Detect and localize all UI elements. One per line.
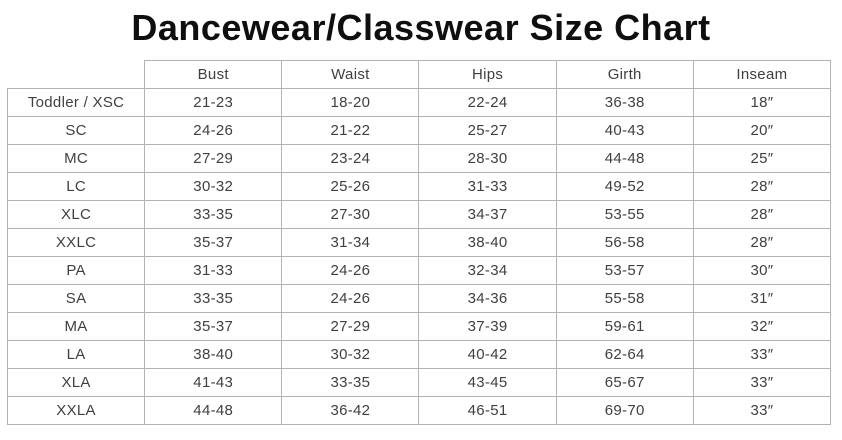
measurement-cell: 53-57 bbox=[555, 256, 694, 285]
size-label-cell: PA bbox=[6, 256, 146, 285]
size-table-body: Toddler / XSC 21-23 18-20 22-24 36-38 18″ SC 24… bbox=[6, 88, 832, 425]
column-header-hips: Hips bbox=[418, 60, 557, 89]
table-row: LA 38-40 30-32 40-42 62-64 33″ bbox=[6, 340, 832, 369]
measurement-cell: 30″ bbox=[692, 256, 832, 285]
measurement-cell: 23-24 bbox=[281, 144, 420, 173]
measurement-cell: 37-39 bbox=[418, 312, 557, 341]
size-label-cell: XLA bbox=[6, 368, 146, 397]
measurement-cell: 41-43 bbox=[144, 368, 283, 397]
corner-cell bbox=[7, 60, 146, 89]
measurement-cell: 18″ bbox=[692, 88, 832, 117]
measurement-cell: 31-33 bbox=[418, 172, 557, 201]
measurement-cell: 33-35 bbox=[144, 200, 283, 229]
column-header-girth: Girth bbox=[555, 60, 694, 89]
measurement-cell: 33″ bbox=[692, 340, 832, 369]
measurement-cell: 34-37 bbox=[418, 200, 557, 229]
page-title: Dancewear/Classwear Size Chart bbox=[131, 7, 711, 48]
measurement-cell: 44-48 bbox=[144, 396, 283, 425]
measurement-cell: 33″ bbox=[692, 368, 832, 397]
measurement-cell: 40-43 bbox=[555, 116, 694, 145]
column-header-inseam: Inseam bbox=[692, 60, 832, 89]
size-label-cell: MA bbox=[6, 312, 146, 341]
measurement-cell: 44-48 bbox=[555, 144, 694, 173]
table-row: MA 35-37 27-29 37-39 59-61 32″ bbox=[6, 312, 832, 341]
size-label-cell: MC bbox=[6, 144, 146, 173]
measurement-cell: 32″ bbox=[692, 312, 832, 341]
measurement-cell: 34-36 bbox=[418, 284, 557, 313]
size-label-cell: LC bbox=[6, 172, 146, 201]
measurement-cell: 27-30 bbox=[281, 200, 420, 229]
measurement-cell: 59-61 bbox=[555, 312, 694, 341]
measurement-cell: 31-33 bbox=[144, 256, 283, 285]
table-row: MC 27-29 23-24 28-30 44-48 25″ bbox=[6, 144, 832, 173]
measurement-cell: 36-42 bbox=[281, 396, 420, 425]
measurement-cell: 22-24 bbox=[418, 88, 557, 117]
measurement-cell: 21-23 bbox=[144, 88, 283, 117]
measurement-cell: 28″ bbox=[692, 172, 832, 201]
size-chart-table: Bust Waist Hips Girth Inseam Toddler / X… bbox=[6, 60, 832, 425]
table-row: Toddler / XSC 21-23 18-20 22-24 36-38 18″ bbox=[6, 88, 832, 117]
measurement-cell: 25-26 bbox=[281, 172, 420, 201]
size-label-cell: SA bbox=[6, 284, 146, 313]
table-row: XXLC 35-37 31-34 38-40 56-58 28″ bbox=[6, 228, 832, 257]
size-label-cell: Toddler / XSC bbox=[6, 88, 146, 117]
measurement-cell: 30-32 bbox=[144, 172, 283, 201]
measurement-cell: 28″ bbox=[692, 228, 832, 257]
measurement-cell: 62-64 bbox=[555, 340, 694, 369]
measurement-cell: 32-34 bbox=[418, 256, 557, 285]
measurement-cell: 49-52 bbox=[555, 172, 694, 201]
measurement-cell: 24-26 bbox=[144, 116, 283, 145]
measurement-cell: 35-37 bbox=[144, 312, 283, 341]
table-row: LC 30-32 25-26 31-33 49-52 28″ bbox=[6, 172, 832, 201]
measurement-cell: 35-37 bbox=[144, 228, 283, 257]
measurement-cell: 33-35 bbox=[144, 284, 283, 313]
measurement-cell: 55-58 bbox=[555, 284, 694, 313]
measurement-cell: 69-70 bbox=[555, 396, 694, 425]
measurement-cell: 33-35 bbox=[281, 368, 420, 397]
measurement-cell: 53-55 bbox=[555, 200, 694, 229]
measurement-cell: 43-45 bbox=[418, 368, 557, 397]
measurement-cell: 38-40 bbox=[144, 340, 283, 369]
measurement-cell: 46-51 bbox=[418, 396, 557, 425]
measurement-cell: 27-29 bbox=[281, 312, 420, 341]
measurement-cell: 21-22 bbox=[281, 116, 420, 145]
table-row: XXLA 44-48 36-42 46-51 69-70 33″ bbox=[6, 396, 832, 425]
measurement-cell: 31-34 bbox=[281, 228, 420, 257]
size-label-cell: LA bbox=[6, 340, 146, 369]
measurement-cell: 27-29 bbox=[144, 144, 283, 173]
measurement-cell: 25-27 bbox=[418, 116, 557, 145]
measurement-cell: 36-38 bbox=[555, 88, 694, 117]
measurement-cell: 28-30 bbox=[418, 144, 557, 173]
size-label-cell: XXLA bbox=[6, 396, 146, 425]
measurement-cell: 18-20 bbox=[281, 88, 420, 117]
measurement-cell: 25″ bbox=[692, 144, 832, 173]
measurement-cell: 31″ bbox=[692, 284, 832, 313]
measurement-cell: 38-40 bbox=[418, 228, 557, 257]
table-row: SC 24-26 21-22 25-27 40-43 20″ bbox=[6, 116, 832, 145]
measurement-cell: 65-67 bbox=[555, 368, 694, 397]
measurement-cell: 24-26 bbox=[281, 284, 420, 313]
table-row: PA 31-33 24-26 32-34 53-57 30″ bbox=[6, 256, 832, 285]
table-row: XLA 41-43 33-35 43-45 65-67 33″ bbox=[6, 368, 832, 397]
measurement-cell: 24-26 bbox=[281, 256, 420, 285]
table-row: XLC 33-35 27-30 34-37 53-55 28″ bbox=[6, 200, 832, 229]
size-label-cell: XXLC bbox=[6, 228, 146, 257]
table-row: SA 33-35 24-26 34-36 55-58 31″ bbox=[6, 284, 832, 313]
measurement-cell: 33″ bbox=[692, 396, 832, 425]
column-header-bust: Bust bbox=[144, 60, 283, 89]
measurement-cell: 40-42 bbox=[418, 340, 557, 369]
measurement-cell: 20″ bbox=[692, 116, 832, 145]
size-chart-header: Bust Waist Hips Girth Inseam bbox=[7, 60, 832, 89]
measurement-cell: 28″ bbox=[692, 200, 832, 229]
size-label-cell: XLC bbox=[6, 200, 146, 229]
header-row: Bust Waist Hips Girth Inseam bbox=[7, 60, 832, 89]
column-header-waist: Waist bbox=[281, 60, 420, 89]
measurement-cell: 30-32 bbox=[281, 340, 420, 369]
measurement-cell: 56-58 bbox=[555, 228, 694, 257]
size-label-cell: SC bbox=[6, 116, 146, 145]
